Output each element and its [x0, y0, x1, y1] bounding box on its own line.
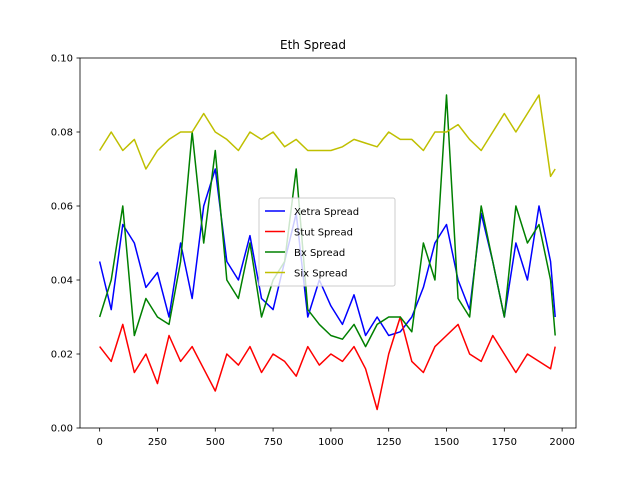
y-tick-label: 0.06 [51, 202, 73, 213]
legend-label: Xetra Spread [294, 207, 359, 218]
series-line-six-spread [99, 94, 556, 178]
x-tick-label: 1250 [376, 437, 401, 448]
series-line-xetra-spread [98, 168, 556, 337]
legend-label: Stut Spread [294, 228, 353, 239]
series-line-bx-spread [98, 94, 556, 348]
y-tick-label: 0.02 [51, 350, 73, 361]
y-tick-label: 0.10 [51, 54, 73, 65]
x-tick-label: 500 [206, 437, 225, 448]
legend: Xetra Spread Stut Spread Bx Spread Six Spre… [258, 197, 396, 287]
legend-box [258, 197, 396, 287]
chart-title: Eth Spread [280, 38, 346, 52]
legend-label: Bx Spread [294, 248, 345, 259]
x-tick-label: 0 [96, 437, 102, 448]
x-tick-label: 750 [264, 437, 283, 448]
x-tick-label: 1750 [492, 437, 517, 448]
legend-label: Six Spread [294, 269, 347, 280]
y-tick-label: 0.08 [51, 128, 73, 139]
axes: 0 250 500 750 1000 1250 1500 1750 2000 0.00 0.02 0.… [51, 54, 577, 448]
x-tick-label: 2000 [549, 437, 574, 448]
x-tick-label: 1000 [318, 437, 343, 448]
y-tick-label: 0.00 [51, 424, 73, 435]
axes-frame [79, 57, 577, 429]
plot-area [98, 94, 556, 411]
y-tick-label: 0.04 [51, 276, 73, 287]
x-tick-label: 1500 [434, 437, 459, 448]
series-line-stut-spread [99, 316, 556, 411]
x-tick-label: 250 [148, 437, 167, 448]
